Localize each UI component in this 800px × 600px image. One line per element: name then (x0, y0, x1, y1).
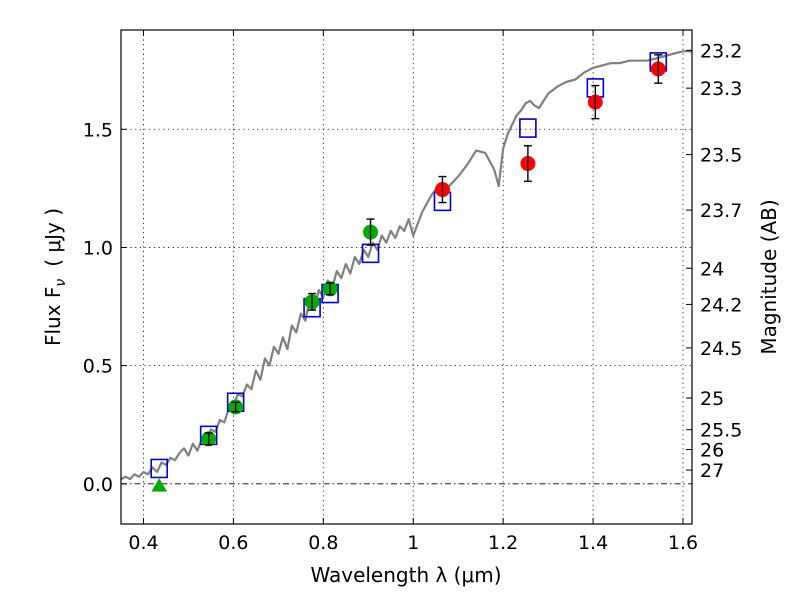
y2-tick-label: 25 (700, 388, 724, 410)
grid (121, 30, 692, 524)
model-photometry-square (519, 118, 537, 138)
x-tick-label: 0.8 (308, 532, 338, 554)
y-tick-label: 1.5 (83, 119, 113, 141)
upper-limit-triangle (151, 478, 168, 492)
y2-tick-label: 23.2 (700, 40, 742, 62)
y2-tick-label: 25.5 (700, 420, 742, 442)
y-tick-label: 0.5 (83, 356, 113, 378)
plot-area (121, 30, 692, 524)
y-axis-label-subscript: ν (53, 279, 69, 287)
y2-tick-label: 27 (700, 460, 724, 482)
y-axis-label-group: Flux Fν ( μJy ) (41, 208, 69, 346)
y2-tick-label: 24 (700, 258, 724, 280)
x-tick-label: 0.4 (128, 532, 158, 554)
y2-tick-label: 24.5 (700, 338, 742, 360)
ticks: 0.4 0.6 0.8 1 1.2 1.4 1.6 0.0 0.5 1.0 1.5 23.2 23.3 2… (83, 30, 742, 554)
y2-tick-label: 23.3 (700, 78, 742, 100)
x-axis-label: Wavelength λ (μm) (310, 563, 501, 587)
x-tick-label: 1.2 (488, 532, 518, 554)
plot-frame (120, 29, 693, 525)
svg-text:Flux Fν( μJy ): Flux Fν ( μJy ) (41, 208, 69, 346)
y-axis-label-unit: ( μJy ) (41, 208, 65, 267)
y2-tick-label: 26 (700, 440, 724, 462)
y2-tick-label: 23.5 (700, 145, 742, 167)
x-tick-label: 1.4 (578, 532, 608, 554)
x-tick-label: 1 (407, 532, 419, 554)
y2-tick-label: 23.7 (700, 200, 742, 222)
y2-tick-label: 24.2 (700, 294, 742, 316)
y-tick-label: 0.0 (83, 474, 113, 496)
x-tick-label: 0.6 (218, 532, 248, 554)
y-axis-label: Flux F (41, 287, 65, 346)
y-tick-label: 1.0 (83, 237, 113, 259)
data-layer (121, 50, 692, 492)
model-spectrum-line (121, 50, 692, 481)
y2-axis-label: Magnitude (AB) (757, 199, 781, 354)
x-tick-label: 1.6 (668, 532, 698, 554)
model-photometry-square (150, 458, 169, 479)
